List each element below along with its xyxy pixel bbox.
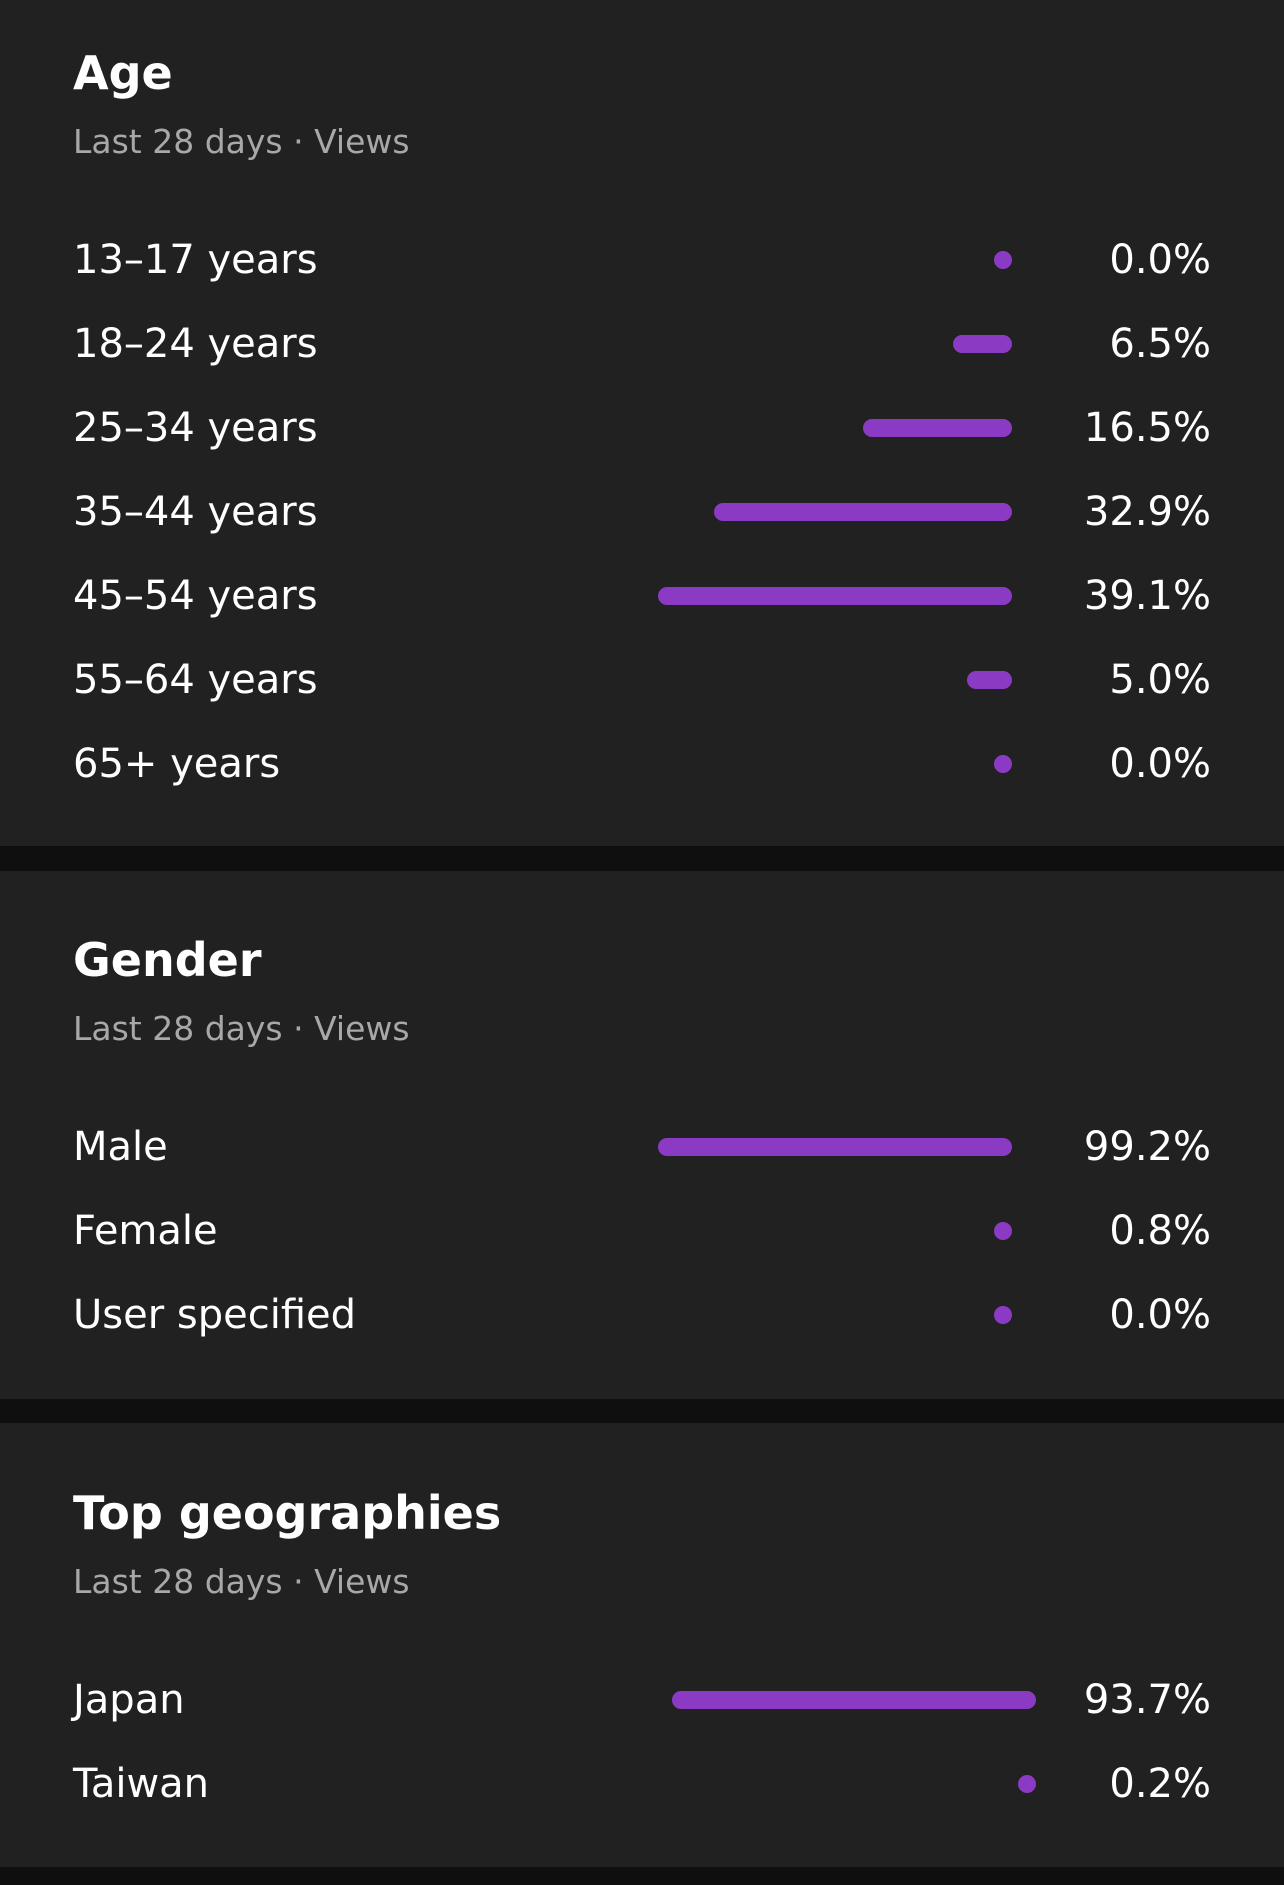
age-row: 25–34 years 16.5%: [0, 386, 1284, 470]
geographies-row-value: 0.2%: [1109, 1761, 1211, 1807]
age-row-bar: [966, 671, 1012, 689]
age-row-value: 0.0%: [1109, 237, 1211, 283]
gender-row-label: Female: [73, 1208, 218, 1254]
gender-row-bar: [994, 1222, 1012, 1240]
age-title: Age: [73, 46, 173, 100]
geographies-title: Top geographies: [73, 1486, 502, 1540]
geographies-row: Japan 93.7%: [0, 1658, 1284, 1742]
age-row-label: 25–34 years: [73, 405, 318, 451]
gender-row-value: 0.8%: [1109, 1208, 1211, 1254]
age-row-bar: [862, 419, 1012, 437]
gender-row: Male 99.2%: [0, 1105, 1284, 1189]
gender-subtitle: Last 28 days · Views: [73, 1009, 410, 1048]
age-row-label: 55–64 years: [73, 657, 318, 703]
gender-row-label: Male: [73, 1124, 168, 1170]
gender-row: Female 0.8%: [0, 1189, 1284, 1273]
geographies-row-value: 93.7%: [1083, 1677, 1211, 1723]
age-row: 65+ years 0.0%: [0, 722, 1284, 806]
gender-row-value: 0.0%: [1109, 1292, 1211, 1338]
gender-title: Gender: [73, 933, 262, 987]
age-row-value: 6.5%: [1109, 321, 1211, 367]
geographies-row-bar: [672, 1691, 1036, 1709]
geographies-row: Taiwan 0.2%: [0, 1742, 1284, 1826]
age-row-value: 16.5%: [1083, 405, 1211, 451]
gender-card: Gender Last 28 days · Views Male 99.2% Fem…: [0, 871, 1284, 1399]
age-row-label: 35–44 years: [73, 489, 318, 535]
age-row: 18–24 years 6.5%: [0, 302, 1284, 386]
age-row-bar: [994, 755, 1012, 773]
age-row: 13–17 years 0.0%: [0, 218, 1284, 302]
age-row-bar: [953, 335, 1012, 353]
age-row-bar: [714, 503, 1012, 521]
age-row: 55–64 years 5.0%: [0, 638, 1284, 722]
age-row-bar: [658, 587, 1012, 605]
age-subtitle: Last 28 days · Views: [73, 122, 410, 161]
age-row: 45–54 years 39.1%: [0, 554, 1284, 638]
age-row-value: 39.1%: [1083, 573, 1211, 619]
age-row-label: 45–54 years: [73, 573, 318, 619]
age-card: Age Last 28 days · Views 13–17 years 0.0%…: [0, 0, 1284, 846]
age-row-label: 18–24 years: [73, 321, 318, 367]
geographies-subtitle: Last 28 days · Views: [73, 1562, 410, 1601]
geographies-row-label: Taiwan: [73, 1761, 210, 1807]
age-row-value: 0.0%: [1109, 741, 1211, 787]
gender-row-bar: [994, 1306, 1012, 1324]
geographies-row-label: Japan: [73, 1677, 185, 1723]
geographies-card: Top geographies Last 28 days · Views Jap…: [0, 1423, 1284, 1867]
age-row-label: 65+ years: [73, 741, 281, 787]
gender-row-bar: [658, 1138, 1012, 1156]
geographies-row-bar: [1018, 1775, 1036, 1793]
gender-row-value: 99.2%: [1083, 1124, 1211, 1170]
gender-row-label: User specified: [73, 1292, 357, 1338]
gender-row: User specified 0.0%: [0, 1273, 1284, 1357]
age-row-bar: [994, 251, 1012, 269]
age-row-value: 5.0%: [1109, 657, 1211, 703]
age-row-label: 13–17 years: [73, 237, 318, 283]
age-row: 35–44 years 32.9%: [0, 470, 1284, 554]
age-row-value: 32.9%: [1083, 489, 1211, 535]
